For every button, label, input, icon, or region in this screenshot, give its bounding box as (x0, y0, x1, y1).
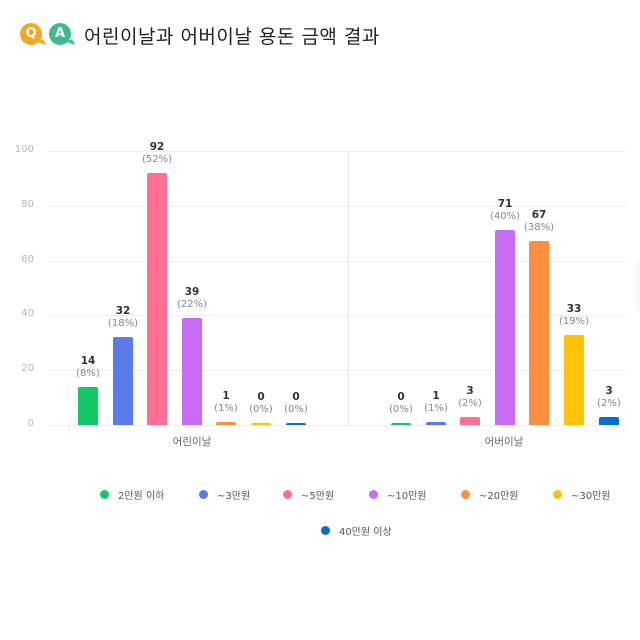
data-value-label: 0 (292, 391, 300, 403)
legend-item[interactable]: ~30만원 (553, 487, 611, 502)
legend-dot-icon (369, 490, 378, 499)
legend-item[interactable]: ~3만원 (199, 487, 250, 502)
legend-dot-icon (283, 490, 292, 499)
bar[interactable] (216, 422, 236, 425)
category-label: 어린이날 (172, 436, 212, 448)
data-percent-label: (8%) (76, 367, 100, 379)
legend-dot-icon (321, 526, 330, 535)
data-percent-label: (52%) (141, 153, 173, 165)
legend-label: ~3만원 (217, 491, 251, 502)
legend-item[interactable]: 40만원 이상 (321, 523, 392, 538)
bar[interactable] (78, 386, 98, 425)
legend-item[interactable]: 2만원 이하 (100, 487, 164, 502)
data-value-label: 1 (222, 390, 230, 403)
bar[interactable] (113, 337, 133, 425)
data-value-label: 14 (80, 354, 96, 367)
data-percent-label: (38%) (523, 222, 555, 234)
legend-label: ~10만원 (387, 491, 427, 502)
qa-logo: Q A (20, 20, 78, 50)
data-value-label: 3 (605, 384, 613, 397)
legend-dot-icon (100, 490, 109, 499)
bar[interactable] (599, 416, 619, 425)
data-value-label: 71 (497, 198, 513, 211)
bar[interactable] (182, 318, 202, 425)
data-value-label: 92 (149, 140, 165, 153)
category-divider (348, 151, 349, 425)
data-percent-label: (40%) (489, 211, 521, 223)
bar[interactable] (460, 416, 480, 425)
y-tick-label: 60 (21, 254, 34, 265)
gridline (48, 261, 625, 262)
data-percent-label: (2%) (597, 397, 621, 409)
legend-dot-icon (553, 490, 562, 499)
gridline (48, 425, 625, 426)
data-value-label: 67 (531, 209, 547, 222)
data-percent-label: (2%) (458, 397, 482, 409)
legend-label: 2만원 이하 (118, 491, 165, 502)
data-value-label: 33 (566, 302, 582, 315)
bar[interactable] (564, 334, 584, 425)
y-tick-label: 40 (21, 308, 34, 319)
data-value-label: 0 (257, 391, 265, 403)
data-value-label: 1 (432, 390, 440, 403)
y-tick-label: 20 (21, 363, 34, 374)
scroll-edge (632, 262, 640, 310)
legend-label: ~5만원 (301, 491, 335, 502)
legend-dot-icon (461, 490, 470, 499)
data-percent-label: (0%) (284, 404, 308, 415)
a-bubble-icon: A (49, 23, 71, 45)
gridline (48, 206, 625, 207)
bar[interactable] (251, 423, 271, 425)
data-value-label: 39 (184, 286, 200, 299)
bar[interactable] (147, 172, 167, 425)
data-percent-label: (19%) (558, 315, 590, 327)
data-percent-label: (22%) (176, 299, 208, 311)
category-label: 어버이날 (484, 436, 524, 448)
data-percent-label: (18%) (107, 318, 139, 330)
legend-label: ~20만원 (479, 491, 519, 502)
gridline (48, 151, 625, 152)
gridline (48, 370, 625, 371)
legend-dot-icon (199, 490, 208, 499)
data-value-label: 3 (466, 384, 474, 397)
data-value-label: 32 (115, 305, 131, 318)
legend-label: ~30만원 (571, 491, 611, 502)
q-bubble-icon: Q (20, 23, 42, 45)
y-tick-label: 0 (27, 418, 34, 429)
page-header: Q A 어린이날과 어버이날 용돈 금액 결과 (20, 20, 380, 50)
data-value-label: 0 (397, 391, 405, 403)
gridline (48, 315, 625, 316)
data-percent-label: (1%) (214, 403, 238, 415)
page-title: 어린이날과 어버이날 용돈 금액 결과 (84, 25, 380, 48)
data-percent-label: (1%) (424, 403, 448, 415)
bar[interactable] (391, 423, 411, 425)
legend-item[interactable]: ~20만원 (461, 487, 519, 502)
bar[interactable] (495, 230, 515, 425)
data-percent-label: (0%) (249, 404, 273, 415)
legend-label: 40만원 이상 (339, 527, 392, 538)
data-percent-label: (0%) (389, 404, 413, 415)
y-tick-label: 80 (21, 199, 34, 210)
y-tick-label: 100 (14, 144, 34, 155)
bar[interactable] (286, 423, 306, 425)
bar[interactable] (426, 422, 446, 425)
legend-item[interactable]: ~10만원 (369, 487, 427, 502)
bar[interactable] (529, 241, 549, 425)
legend-item[interactable]: ~5만원 (283, 487, 334, 502)
